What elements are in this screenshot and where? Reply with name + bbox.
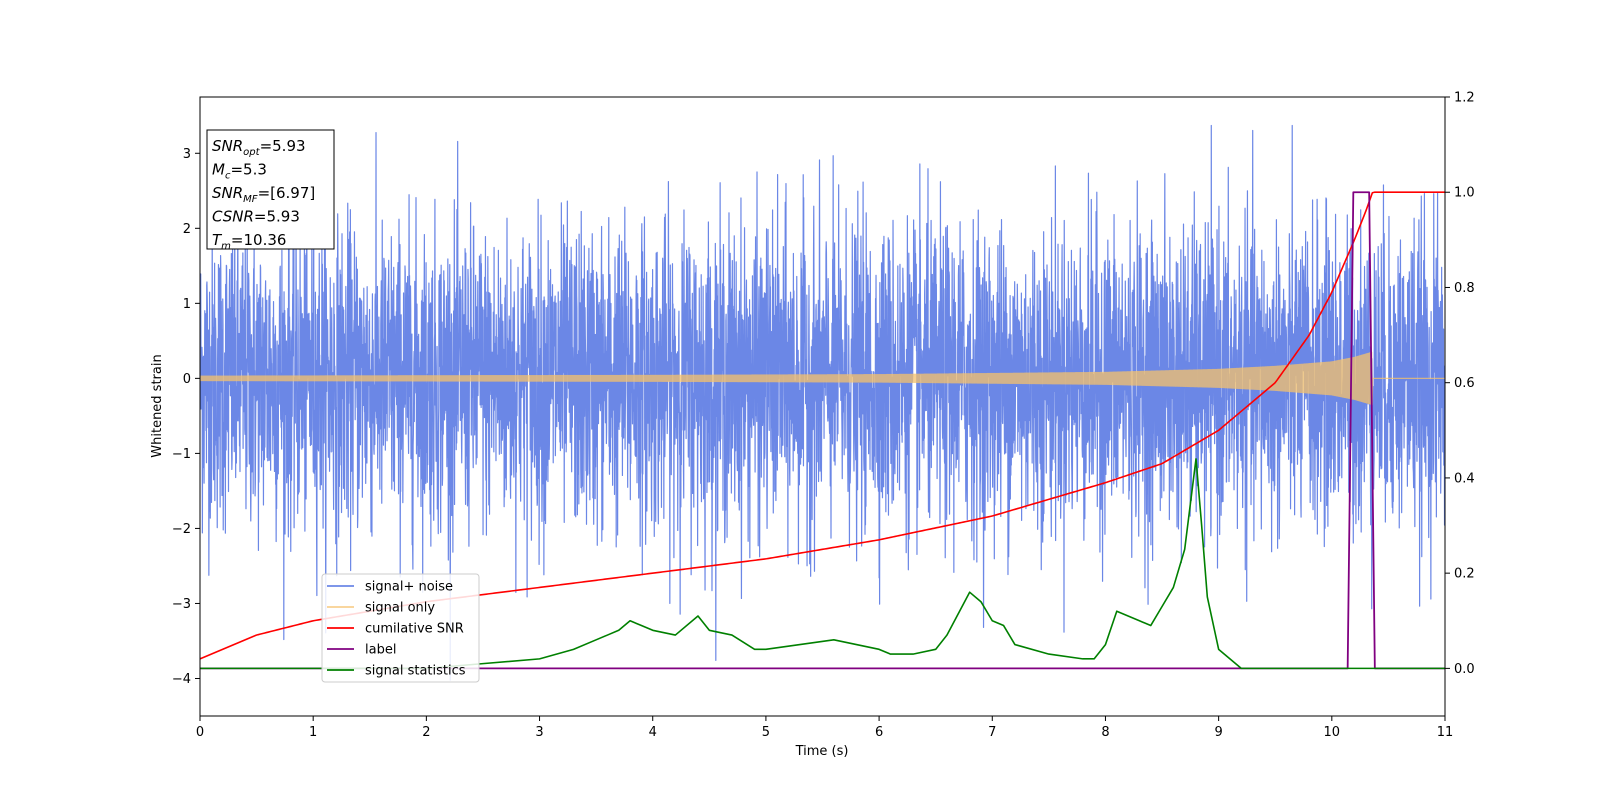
y-right-tick-label: 0.6 (1454, 376, 1475, 391)
y-left-tick-label: 0 (183, 372, 191, 387)
legend-label: signal statistics (365, 664, 466, 679)
series-signal-noise (200, 124, 1445, 681)
y-right-tick-label: 1.2 (1454, 91, 1475, 106)
x-tick-label: 11 (1437, 725, 1454, 740)
x-tick-label: 3 (535, 725, 543, 740)
x-tick-label: 6 (875, 725, 883, 740)
y-left-tick-label: −3 (172, 597, 191, 612)
series-signal-only (200, 351, 1445, 406)
signal-only-line (200, 351, 1445, 406)
info-subscript: c (225, 171, 231, 182)
info-variable: CSNR (212, 208, 254, 226)
y-left-tick-label: −4 (172, 672, 191, 687)
plot-frame (199, 96, 1446, 717)
y-axis-right: 0.0 0.2 0.4 0.6 0.8 1.0 1.2 (1445, 91, 1475, 677)
x-tick-label: 0 (196, 725, 204, 740)
info-variable: M (212, 161, 225, 179)
y-left-tick-label: 2 (183, 222, 191, 237)
y-left-tick-label: 3 (183, 147, 191, 162)
info-variable: T (212, 231, 223, 249)
y-right-tick-label: 1.0 (1454, 186, 1475, 201)
x-tick-label: 1 (309, 725, 317, 740)
info-variable: SNR (212, 184, 243, 202)
x-tick-label: 4 (649, 725, 657, 740)
x-tick-label: 9 (1214, 725, 1222, 740)
info-line: Tm=10.36 (212, 231, 286, 252)
y-left-tick-label: 1 (183, 297, 191, 312)
signal-noise-line (200, 124, 1445, 681)
legend-label: label (365, 643, 396, 658)
x-tick-label: 10 (1324, 725, 1341, 740)
legend-label: cumilative SNR (365, 622, 464, 637)
info-line: SNRopt=5.93 (212, 137, 306, 158)
y-right-tick-label: 0.0 (1454, 662, 1475, 677)
info-subscript: m (221, 241, 231, 252)
info-subscript: opt (243, 147, 260, 158)
y-axis-label: Whitened strain (150, 354, 165, 457)
info-value: =10.36 (231, 231, 287, 249)
y-axis-left: −4 −3 −2 −1 0 1 2 3 (172, 147, 200, 687)
y-left-tick-label: −2 (172, 522, 191, 537)
series-signal-statistics (200, 458, 1445, 670)
legend-label: signal+ noise (365, 580, 453, 595)
legend: signal+ noise signal only cumilative SNR la… (321, 573, 480, 683)
legend-label: signal only (365, 601, 435, 616)
y-left-tick-label: −1 (172, 447, 191, 462)
info-line: CSNR=5.93 (212, 208, 300, 226)
info-value: =5.93 (260, 137, 306, 155)
info-subscript: MF (243, 194, 258, 205)
y-right-tick-label: 0.2 (1454, 567, 1475, 582)
x-tick-label: 7 (988, 725, 996, 740)
x-tick-label: 5 (762, 725, 770, 740)
info-line: Mc=5.3 (212, 161, 267, 182)
info-value: =5.3 (230, 161, 266, 179)
x-tick-label: 2 (422, 725, 430, 740)
info-box: SNRopt=5.93Mc=5.3SNRMF=[6.97]CSNR=5.93Tm… (206, 129, 335, 252)
info-variable: SNR (212, 137, 243, 155)
x-axis: 0 1 2 3 4 5 6 7 8 9 10 11 (196, 716, 1453, 740)
y-right-tick-label: 0.4 (1454, 471, 1475, 486)
y-right-tick-label: 0.8 (1454, 281, 1475, 296)
info-line: SNRMF=[6.97] (212, 184, 315, 205)
x-tick-label: 8 (1101, 725, 1109, 740)
info-value: =5.93 (254, 208, 300, 226)
x-axis-label: Time (s) (795, 744, 849, 759)
info-value: =[6.97] (258, 184, 316, 202)
signal-statistics-line (200, 458, 1445, 670)
